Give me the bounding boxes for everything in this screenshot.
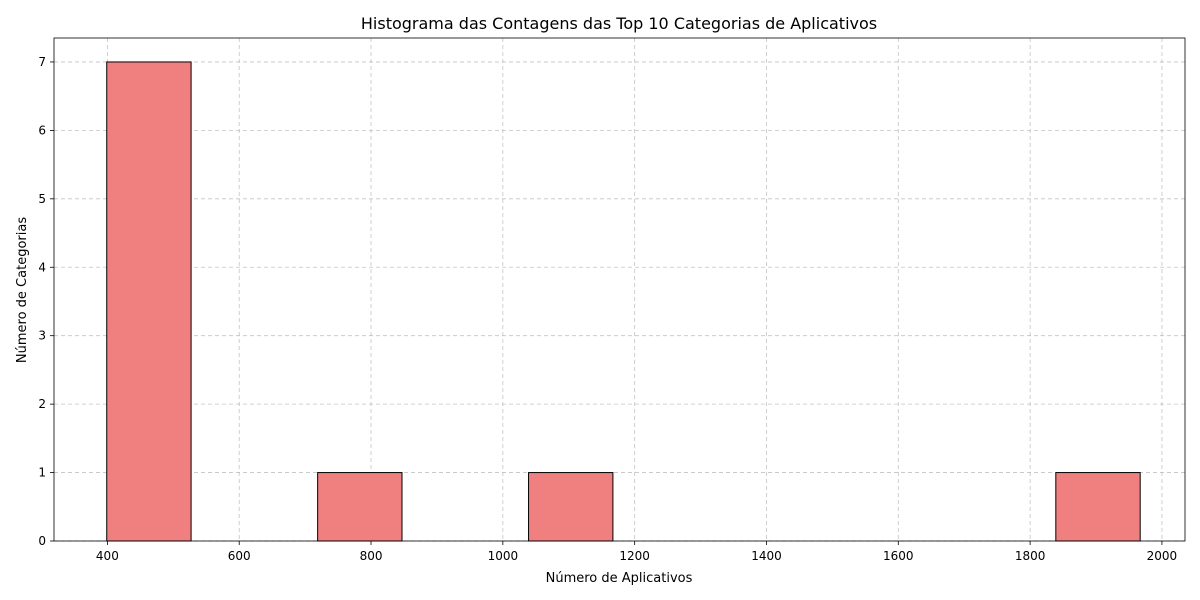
histogram-bar-10 [1055, 472, 1141, 542]
x-tick-label: 600 [228, 549, 251, 563]
x-tick-label: 1600 [883, 549, 914, 563]
y-tick-label: 3 [38, 329, 46, 343]
y-axis-label: Número de Categorias [15, 217, 30, 363]
histogram-bar-3 [317, 472, 403, 542]
y-tick-label: 1 [38, 466, 46, 480]
y-tick-label: 5 [38, 192, 46, 206]
x-tick-label: 2000 [1147, 549, 1178, 563]
chart-title: Histograma das Contagens das Top 10 Cate… [361, 14, 877, 33]
x-tick-label: 800 [360, 549, 383, 563]
histogram-bar-5 [528, 472, 614, 542]
axis-ticks: 400 600 800 1000 1200 1400 1600 1800 2000 0 1 2 3 4 5 6… [38, 55, 1177, 563]
y-tick-label: 6 [38, 123, 46, 137]
x-tick-label: 1200 [619, 549, 650, 563]
y-tick-label: 2 [38, 397, 46, 411]
y-tick-label: 0 [38, 534, 46, 548]
x-tick-label: 1000 [488, 549, 519, 563]
plot-frame [53, 37, 1186, 542]
grid-lines [54, 38, 1185, 542]
x-tick-label: 400 [96, 549, 119, 563]
x-axis-label: Número de Aplicativos [546, 571, 693, 586]
histogram-bars [106, 61, 1141, 542]
x-tick-label: 1400 [751, 549, 782, 563]
y-tick-label: 7 [38, 55, 46, 69]
y-tick-label: 4 [38, 260, 46, 274]
histogram-bar-1 [106, 61, 192, 542]
x-tick-label: 1800 [1015, 549, 1046, 563]
